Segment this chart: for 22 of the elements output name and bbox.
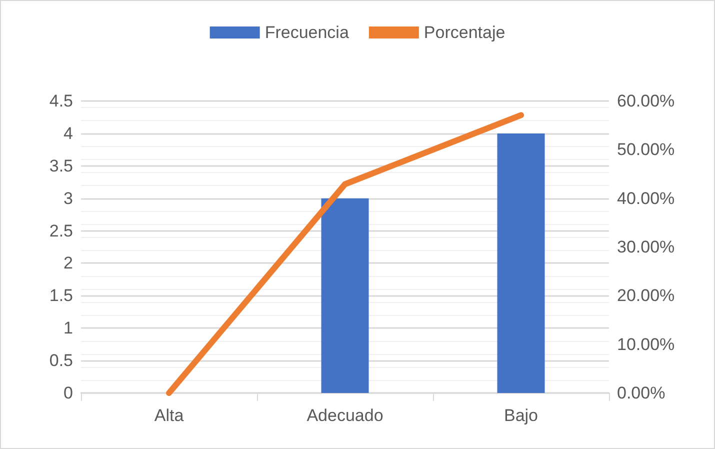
y-tick-label: 2 <box>64 254 73 273</box>
y2-tick-label: 20.00% <box>617 286 675 306</box>
y2-tick-label: 50.00% <box>617 140 675 160</box>
y-tick-label: 4 <box>64 124 73 143</box>
y-tick-label: 4.5 <box>49 92 73 110</box>
y2-tick-label: 10.00% <box>617 334 675 354</box>
x-tick-label: Bajo <box>504 406 538 425</box>
y-tick-label: 1.5 <box>49 286 73 306</box>
y-tick-label: 2.5 <box>49 221 73 240</box>
y2-tick-label: 40.00% <box>617 188 675 208</box>
y-tick-label: 3.5 <box>49 156 73 176</box>
legend-label: Frecuencia <box>264 23 350 42</box>
y-tick-label: 1 <box>64 318 73 338</box>
legend-label: Porcentaje <box>424 23 506 42</box>
x-tick-label: Adecuado <box>306 406 384 425</box>
x-tick-label: Alta <box>154 406 184 425</box>
y2-tick-label: 60.00% <box>617 92 675 110</box>
y2-tick-label: 30.00% <box>617 238 675 256</box>
y-tick-label: 3 <box>64 188 73 208</box>
y-tick-label: 0 <box>64 384 73 402</box>
y2-tick-label: 0.00% <box>617 384 666 402</box>
y-tick-label: 0.5 <box>49 351 73 370</box>
